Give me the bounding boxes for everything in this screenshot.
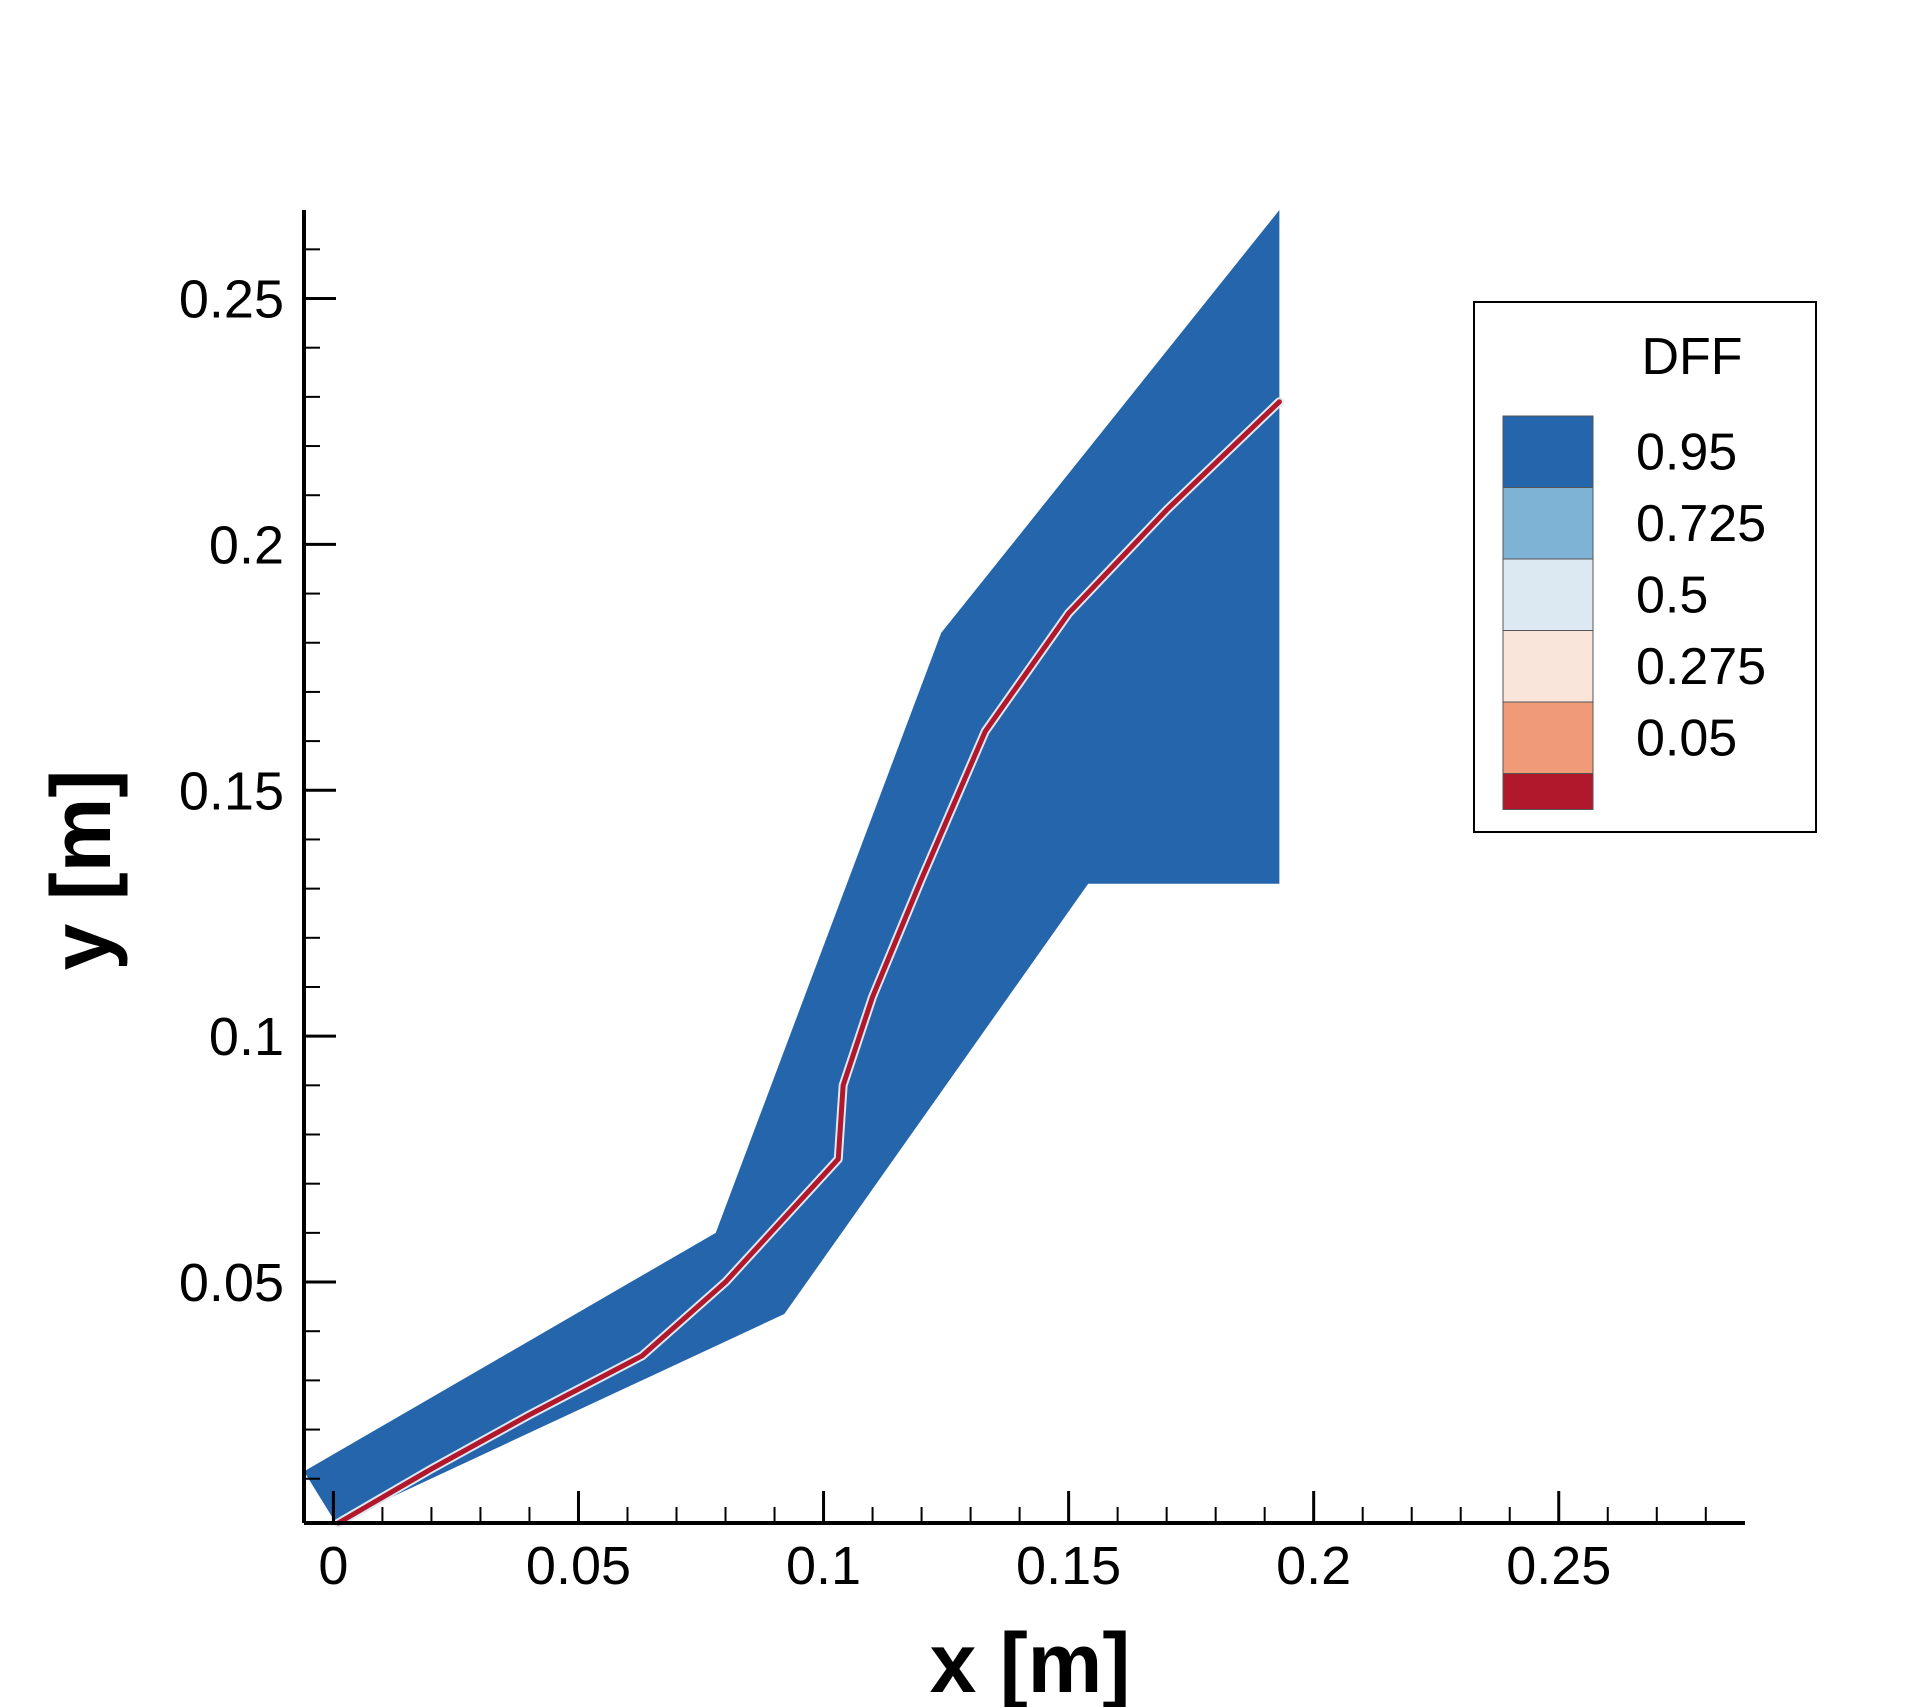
legend-level-label: 0.05	[1636, 710, 1737, 768]
legend-level-label: 0.275	[1636, 638, 1766, 696]
x-tick-label: 0.05	[526, 1536, 631, 1596]
flame-front-layer	[333, 397, 1284, 1528]
legend-swatch	[1502, 558, 1594, 631]
legend-title: DFF	[1641, 328, 1742, 386]
contour-field	[304, 210, 1280, 1523]
legend-swatch	[1502, 773, 1594, 810]
y-axis-label: y [m]	[34, 770, 128, 971]
flame-front-line	[335, 399, 1282, 1526]
legend-swatch	[1502, 415, 1594, 488]
x-tick-label: 0.1	[786, 1536, 861, 1596]
legend-swatch	[1502, 701, 1594, 774]
y-tick-label: 0.1	[209, 1007, 284, 1067]
axes	[302, 210, 1745, 1525]
y-axis-ticks: 0.05 0.1 0.15 0.2 0.25	[179, 248, 336, 1480]
legend-level-label: 0.5	[1636, 567, 1708, 625]
legend-swatch	[1502, 630, 1594, 703]
legend: DFF 0.95 0.725 0.5 0.275 0.05	[1473, 301, 1817, 833]
legend-level-label: 0.725	[1636, 495, 1766, 553]
x-tick-label: 0.2	[1276, 1536, 1351, 1596]
y-tick-label: 0.25	[179, 270, 284, 330]
x-tick-label: 0.25	[1506, 1536, 1611, 1596]
legend-levels: 0.95 0.725 0.5 0.275 0.05	[1502, 415, 1766, 810]
x-tick-label: 0.15	[1016, 1536, 1121, 1596]
x-axis-label: x [m]	[930, 1616, 1131, 1707]
y-tick-label: 0.2	[209, 515, 284, 575]
x-axis-ticks: 0 0.05 0.1 0.15 0.2 0.25	[318, 1491, 1707, 1596]
y-tick-label: 0.05	[179, 1253, 284, 1313]
domain-region	[304, 210, 1280, 1523]
y-tick-label: 0.15	[179, 761, 284, 821]
x-tick-label: 0	[318, 1536, 348, 1596]
legend-swatch	[1502, 487, 1594, 560]
legend-level-label: 0.95	[1636, 424, 1737, 482]
